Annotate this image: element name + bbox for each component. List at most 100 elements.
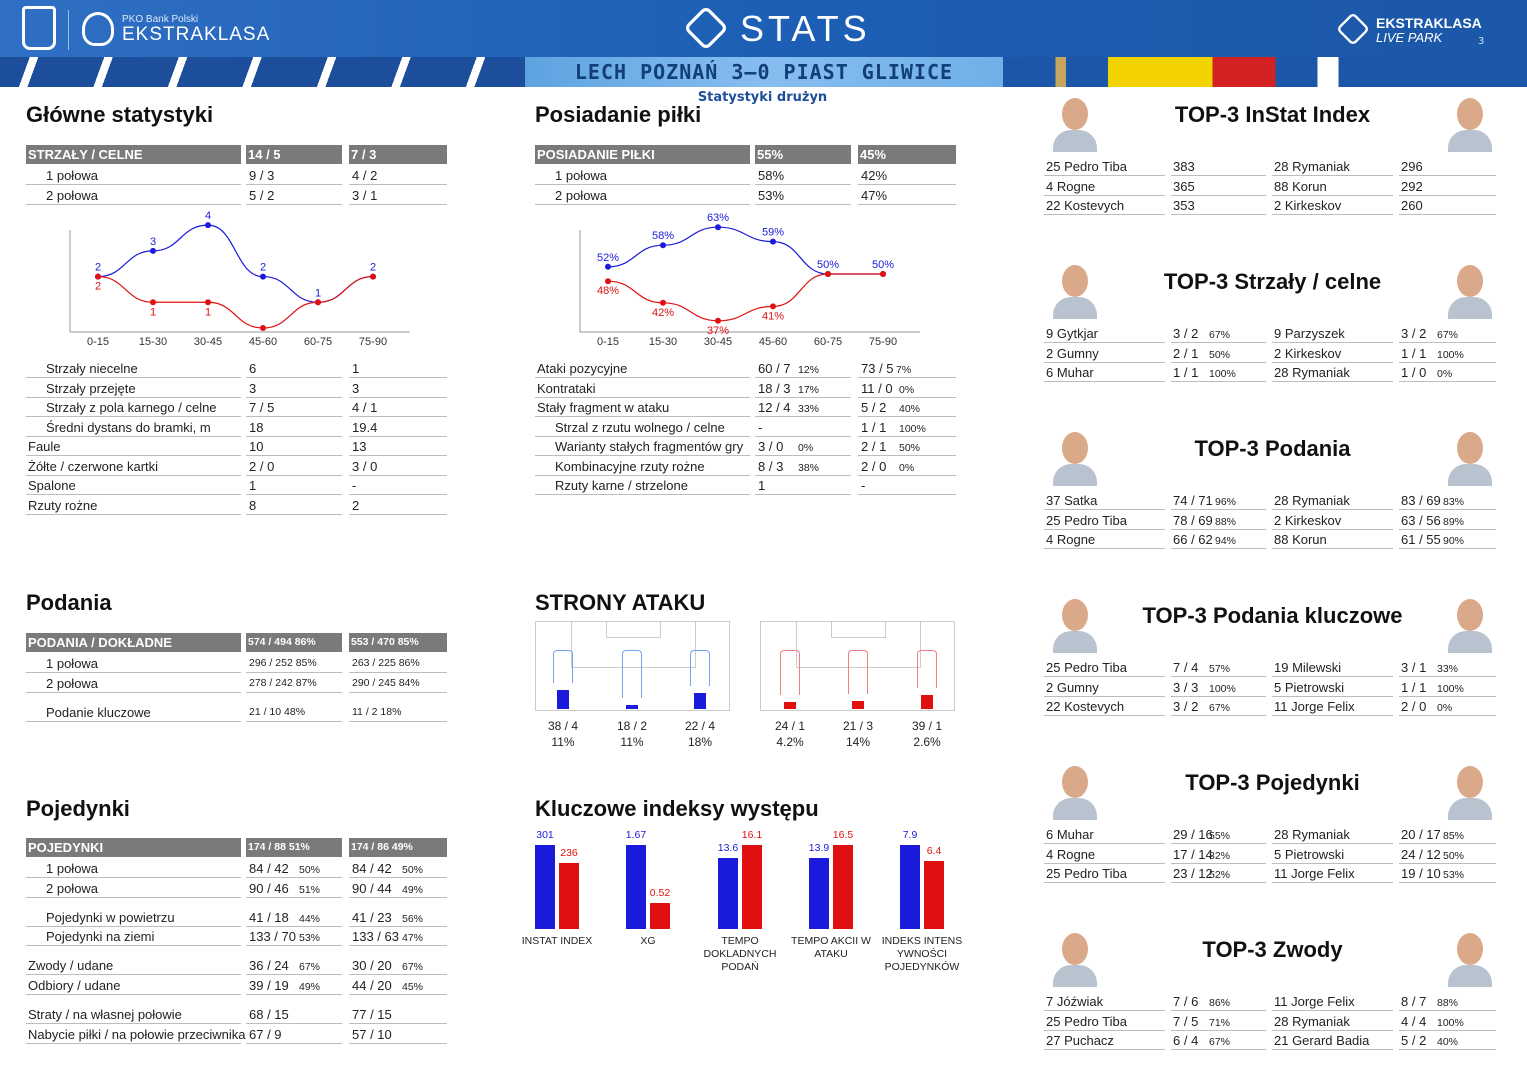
cell-value: 365 <box>1173 178 1195 194</box>
table-cell: Rzuty karne / strzelone <box>535 476 750 495</box>
table-cell: 3 / 2 67% <box>1399 324 1496 343</box>
attack-bar <box>784 702 796 709</box>
table-cell: 7 / 4 57% <box>1171 658 1266 677</box>
player-photo-icon <box>1052 927 1098 989</box>
table-cell: 11 Jorge Felix <box>1272 697 1393 716</box>
data-label: 59% <box>762 227 784 239</box>
data-point <box>150 299 156 306</box>
cell-percent: 56% <box>402 912 424 925</box>
cell-value: 24 / 12 <box>1401 846 1441 862</box>
attack-percent: 11% <box>620 735 644 749</box>
attack-value: 21 / 3 <box>842 719 874 733</box>
data-point <box>770 238 776 245</box>
cell-percent: 94% <box>1215 535 1237 547</box>
data-label: 3 <box>150 236 156 248</box>
cell-value: 1 / 1 <box>1173 365 1199 380</box>
tick-label: 45-60 <box>249 336 277 348</box>
attack-bar <box>557 690 569 709</box>
table-cell: 3 / 0 0% <box>755 437 851 456</box>
table-cell: Rzuty rożne <box>26 496 241 515</box>
table-cell: 5 / 2 40% <box>858 398 956 417</box>
cell-percent: 100% <box>1209 682 1236 695</box>
tick-label: 0-15 <box>597 336 619 348</box>
kpi-title: Kluczowe indeksy występu <box>535 796 819 821</box>
cell-percent: 0% <box>899 461 915 474</box>
cell-value: 84 / 42 <box>249 861 289 876</box>
cell-value: 66 / 62 <box>1173 532 1213 547</box>
data-label: 48% <box>597 285 619 297</box>
table-cell: 25 Pedro Tiba <box>1044 658 1165 677</box>
table-cell: 8 / 7 88% <box>1399 992 1496 1011</box>
tick-label: 75-90 <box>359 336 387 348</box>
table-cell: 37 Satka <box>1044 491 1165 510</box>
table-cell: 19 / 10 53% <box>1399 864 1496 883</box>
match-bar <box>525 57 1003 87</box>
cell-value: 30 / 20 <box>352 958 392 973</box>
cell-value: 90 / 44 <box>352 880 392 896</box>
table-cell: 30 / 20 67% <box>349 956 447 975</box>
kpi-value: 7.9 <box>902 829 918 841</box>
cell-value: 39 / 19 <box>249 977 289 993</box>
kpi-bar <box>924 861 944 929</box>
data-point <box>260 273 266 280</box>
kpi-bar <box>809 858 829 929</box>
table-cell: 174 / 86 49% <box>349 838 447 857</box>
data-point <box>95 273 101 280</box>
data-label: 52% <box>597 252 619 264</box>
attack-percent: 2.6% <box>913 735 941 749</box>
cell-percent: 44% <box>299 912 321 925</box>
table-cell: Pojedynki na ziemi <box>26 927 241 946</box>
header-stripe-left <box>0 57 525 87</box>
data-label: 63% <box>707 212 729 224</box>
tick-label: 15-30 <box>649 336 677 348</box>
table-cell: 73 / 5 7% <box>858 359 956 378</box>
ekstraklasa-logo-icon <box>82 12 114 46</box>
top3-title: TOP-3 Strzały / celne <box>1163 269 1382 294</box>
table-cell: 1 / 1 100% <box>1399 678 1496 697</box>
table-cell: 36 / 24 67% <box>246 956 342 975</box>
attack-bar <box>852 701 864 709</box>
cell-percent: 100% <box>1437 348 1464 361</box>
cell-percent: 85% <box>1443 830 1465 842</box>
table-cell: Pojedynki w powietrzu <box>26 908 241 927</box>
table-cell: 1 <box>246 476 342 495</box>
table-cell: Kombinacyjne rzuty rożne <box>535 457 750 476</box>
cell-percent: 47% <box>402 932 424 944</box>
table-cell: 2 Gumny <box>1044 678 1165 697</box>
table-cell: - <box>349 476 447 495</box>
table-cell: 9 Parzyszek <box>1272 324 1393 343</box>
cell-percent: 53% <box>299 932 321 944</box>
table-cell: 41 / 23 56% <box>349 908 447 927</box>
table-cell: 260 <box>1399 196 1496 215</box>
tick-label: 60-75 <box>814 336 842 348</box>
table-cell: 1 połowa <box>26 654 241 673</box>
table-cell: 42% <box>858 166 956 185</box>
table-cell: 1 / 0 0% <box>1399 363 1496 382</box>
table-cell: - <box>858 476 956 495</box>
table-cell: 3 / 0 <box>349 457 447 476</box>
kpi-category: TEMPO AKCII W ATAKU <box>791 935 871 960</box>
table-cell: 68 / 15 <box>246 1005 342 1024</box>
table-cell: 1 połowa <box>535 166 750 185</box>
data-point <box>150 247 156 254</box>
attack-arrow-icon <box>553 650 573 683</box>
series-line <box>607 273 883 322</box>
cell-percent: 49% <box>299 980 321 993</box>
table-cell: 2 / 0 0% <box>858 457 956 476</box>
kpi-bar <box>535 845 555 929</box>
table-cell: 7 / 3 <box>349 145 447 164</box>
cell-value: 17 / 14 <box>1173 846 1213 862</box>
kpi-bar <box>626 845 646 929</box>
cell-value: 67 / 9 <box>249 1026 282 1042</box>
table-cell: 296 <box>1399 157 1496 176</box>
cell-value: 3 / 2 <box>1173 326 1199 341</box>
data-point <box>715 224 721 231</box>
table-cell: 7 / 5 71% <box>1171 1012 1266 1031</box>
cell-value: 133 / 63 <box>352 929 399 944</box>
table-cell: 66 / 62 94% <box>1171 530 1266 549</box>
table-cell: Ataki pozycyjne <box>535 359 750 378</box>
table-cell: Strzały z pola karnego / celne <box>26 398 241 417</box>
attack-percent: 4.2% <box>776 735 804 749</box>
table-cell: 27 Puchacz <box>1044 1031 1165 1050</box>
cell-percent: 88% <box>1437 997 1459 1009</box>
